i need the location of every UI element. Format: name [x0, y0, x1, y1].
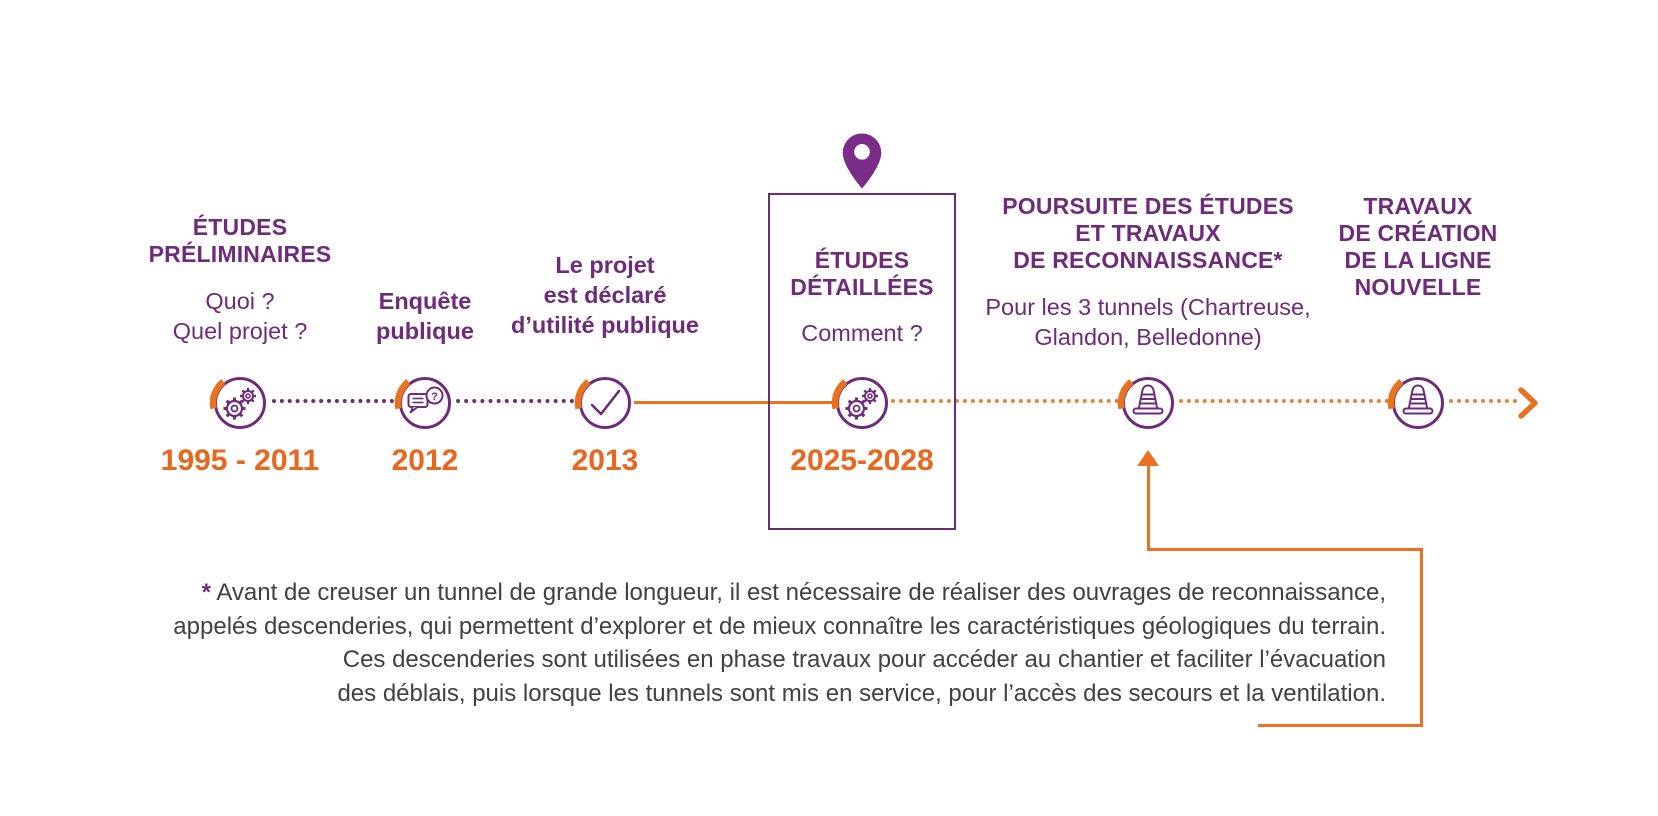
footnote-line: Ces descenderies sont utilisées en phase… [342, 646, 1386, 673]
milestone-heading: POURSUITE DES ÉTUDES ET TRAVAUX DE RECON… [1002, 193, 1294, 273]
milestone-subtitle: Pour les 3 tunnels (Chartreuse, Glandon,… [985, 294, 1311, 350]
gears-icon [209, 377, 266, 429]
milestone-subtitle: Comment ? [801, 320, 923, 346]
location-pin-icon [842, 133, 882, 189]
milestone-date: 2012 [391, 444, 459, 477]
timeline-solid-segment [634, 401, 834, 404]
milestone-date: 2025-2028 [790, 444, 934, 477]
footnote-line: appelés descenderies, qui permettent d’e… [173, 612, 1386, 640]
footnote: * Avant de creuser un tunnel de grande l… [150, 576, 1386, 710]
milestone-date: 1995 - 2011 [160, 444, 320, 477]
arrow-right-icon [1518, 387, 1538, 419]
milestone-subtitle: Enquête publique [376, 288, 474, 344]
footnote-asterisk: * [201, 579, 212, 606]
gears-icon [831, 377, 888, 429]
traffic-cone-icon [1387, 377, 1444, 429]
timeline-dotted-segment [272, 399, 394, 403]
timeline-dotted-segment [1449, 399, 1517, 403]
highlight-box [768, 193, 956, 530]
timeline-dotted-segment [1179, 399, 1389, 403]
footnote-line: des déblais, puis lorsque les tunnels so… [337, 679, 1386, 707]
milestone-heading: ÉTUDES PRÉLIMINAIRES [148, 214, 332, 267]
milestone-subtitle: Quoi ? Quel projet ? [172, 288, 308, 344]
timeline-dotted-segment [456, 399, 574, 403]
milestone-subtitle: Le projet est déclaré d’utilité publique [511, 252, 699, 338]
milestone-date: 2013 [571, 444, 639, 477]
speech-bubbles-icon: ? [394, 377, 451, 429]
milestone-heading: TRAVAUX DE CRÉATION DE LA LIGNE NOUVELLE [1338, 193, 1498, 300]
connector-line [1147, 548, 1423, 551]
traffic-cone-icon [1117, 377, 1174, 429]
timeline-dotted-segment [891, 399, 1119, 403]
connector-line [1147, 464, 1150, 551]
connector-line [1258, 724, 1423, 727]
connector-line [1420, 548, 1423, 727]
check-icon [574, 377, 631, 429]
svg-text:?: ? [431, 391, 438, 403]
milestone-heading: ÉTUDES DÉTAILLÉES [790, 247, 934, 300]
arrow-up-icon [1137, 450, 1159, 466]
footnote-line: * Avant de creuser un tunnel de grande l… [201, 579, 1386, 606]
